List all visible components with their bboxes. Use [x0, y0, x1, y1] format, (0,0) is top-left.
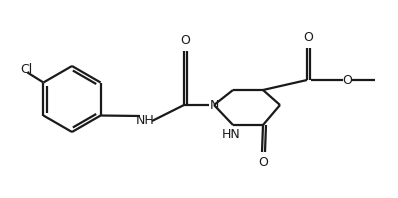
Text: O: O: [258, 156, 268, 169]
Text: O: O: [303, 30, 313, 44]
Text: O: O: [180, 33, 190, 47]
Text: Cl: Cl: [20, 63, 33, 76]
Text: NH: NH: [136, 113, 154, 127]
Text: HN: HN: [222, 129, 240, 142]
Text: O: O: [342, 73, 352, 87]
Text: N: N: [209, 98, 219, 111]
